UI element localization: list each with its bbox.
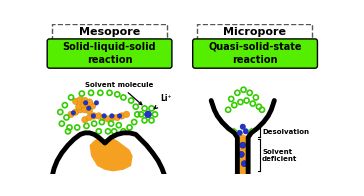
Polygon shape	[90, 137, 132, 171]
Circle shape	[240, 142, 246, 148]
Text: Desolvation: Desolvation	[262, 129, 309, 135]
FancyBboxPatch shape	[52, 24, 167, 40]
Circle shape	[117, 114, 122, 118]
Text: Solvent
deficient: Solvent deficient	[262, 149, 297, 162]
Circle shape	[68, 111, 74, 118]
Text: Mesopore: Mesopore	[79, 27, 140, 37]
FancyBboxPatch shape	[193, 39, 317, 68]
Circle shape	[87, 106, 91, 111]
Circle shape	[110, 114, 116, 121]
Circle shape	[86, 114, 93, 121]
Circle shape	[82, 97, 88, 104]
Polygon shape	[238, 137, 248, 174]
Circle shape	[82, 117, 88, 123]
Circle shape	[145, 111, 151, 118]
Circle shape	[75, 103, 82, 110]
Circle shape	[72, 98, 79, 104]
Circle shape	[94, 101, 99, 105]
Circle shape	[86, 108, 93, 114]
FancyBboxPatch shape	[47, 39, 172, 68]
Circle shape	[110, 114, 114, 118]
Circle shape	[82, 107, 88, 113]
Circle shape	[91, 113, 98, 119]
Circle shape	[241, 161, 248, 167]
Circle shape	[85, 101, 91, 108]
Circle shape	[77, 107, 83, 113]
FancyBboxPatch shape	[197, 24, 312, 40]
Text: Quasi-solid-state
reaction: Quasi-solid-state reaction	[208, 42, 302, 65]
Text: Micropore: Micropore	[223, 27, 286, 37]
Circle shape	[243, 129, 249, 134]
Circle shape	[105, 116, 111, 122]
Circle shape	[86, 99, 93, 105]
Circle shape	[102, 114, 107, 118]
Text: Li⁺: Li⁺	[154, 94, 172, 109]
Circle shape	[238, 151, 244, 158]
Circle shape	[95, 113, 102, 119]
Circle shape	[237, 130, 242, 136]
Text: Solvent molecule: Solvent molecule	[86, 82, 154, 105]
Circle shape	[119, 113, 125, 119]
Text: Solid-liquid-solid
reaction: Solid-liquid-solid reaction	[63, 42, 157, 65]
Circle shape	[90, 103, 96, 109]
Circle shape	[91, 114, 96, 118]
Circle shape	[80, 101, 87, 108]
Circle shape	[240, 124, 245, 129]
Circle shape	[100, 114, 107, 121]
Circle shape	[123, 111, 130, 118]
Circle shape	[83, 101, 88, 105]
Circle shape	[77, 96, 83, 103]
Polygon shape	[238, 134, 248, 174]
Circle shape	[72, 109, 79, 115]
Circle shape	[114, 114, 120, 121]
Circle shape	[71, 111, 76, 115]
